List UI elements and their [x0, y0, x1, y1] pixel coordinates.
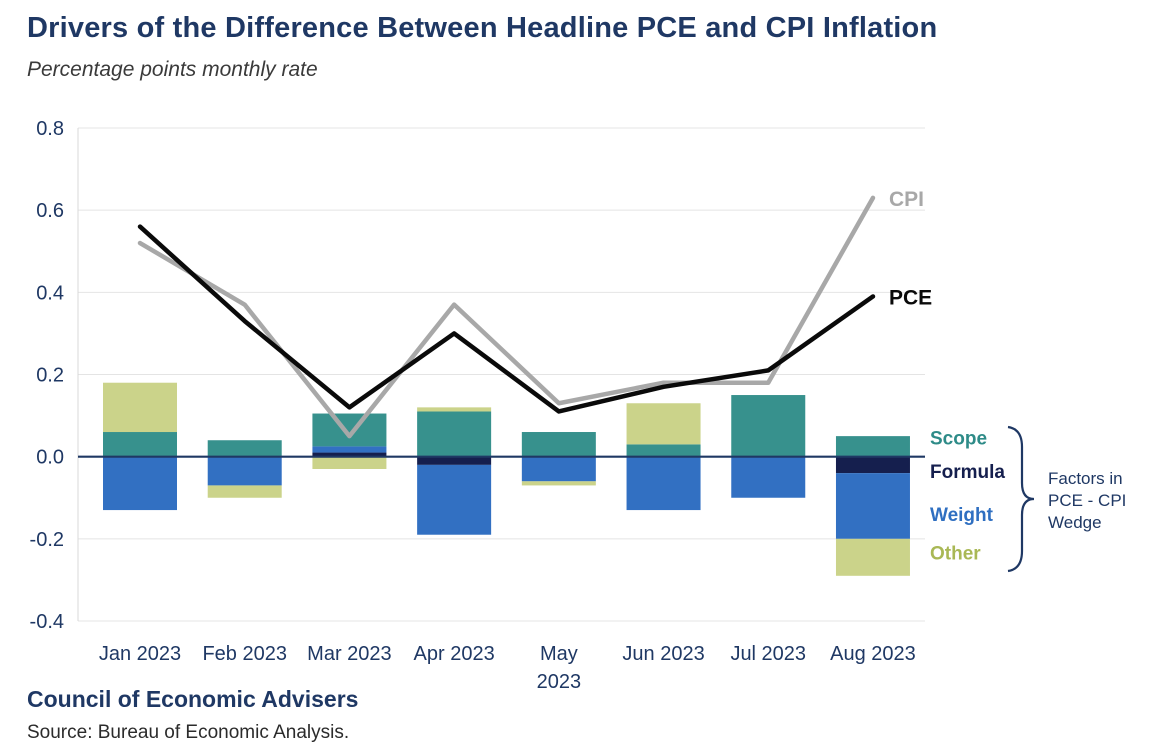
line-label-cpi: CPI	[889, 188, 924, 211]
bar-segment-weight	[207, 456, 282, 486]
x-tick-label: Apr 2023	[414, 643, 495, 665]
bar-segment-other	[521, 481, 596, 486]
x-tick-label: Jan 2023	[99, 643, 181, 665]
x-tick-label: 2023	[537, 671, 582, 693]
x-tick-label: Feb 2023	[202, 643, 287, 665]
bar-segment-weight	[835, 473, 910, 539]
bar-segment-formula	[835, 456, 910, 474]
brace-caption-line: PCE - CPI	[1048, 491, 1126, 510]
bar-segment-scope	[521, 432, 596, 457]
legend-label-scope: Scope	[930, 428, 987, 449]
bar-segment-formula	[417, 456, 492, 465]
y-tick-label: -0.4	[30, 611, 64, 633]
legend-label-weight: Weight	[930, 505, 994, 526]
brace-caption-line: Wedge	[1048, 513, 1102, 532]
pce-line	[137, 224, 876, 414]
x-tick-label: Jun 2023	[622, 643, 704, 665]
chart-subtitle: Percentage points monthly rate	[27, 58, 318, 81]
bar-segment-other	[626, 403, 701, 445]
brace-caption-line: Factors in	[1048, 469, 1123, 488]
bar-segment-scope	[417, 411, 492, 457]
bar-segment-other	[207, 485, 282, 498]
bar-segment-scope	[207, 440, 282, 457]
legend-label-formula: Formula	[930, 462, 1005, 483]
bar-segment-formula	[312, 452, 387, 457]
legend-label-other: Other	[930, 543, 981, 564]
bar-segment-weight	[417, 464, 492, 535]
y-tick-label: 0.4	[36, 282, 64, 304]
x-tick-label: Aug 2023	[830, 643, 916, 665]
source-note: Source: Bureau of Economic Analysis.	[27, 722, 350, 743]
y-tick-label: 0.0	[36, 447, 64, 469]
bar-segment-other	[103, 382, 177, 433]
bar-segment-scope	[626, 444, 701, 457]
bar-segment-scope	[731, 395, 806, 457]
y-tick-label: -0.2	[30, 529, 64, 551]
chart-title: Drivers of the Difference Between Headli…	[27, 12, 938, 44]
bar-segment-scope	[103, 432, 177, 457]
x-tick-label: Jul 2023	[730, 643, 806, 665]
bar-segment-other	[835, 538, 910, 576]
y-tick-label: 0.6	[36, 200, 64, 222]
bar-segment-weight	[312, 446, 387, 453]
bar-segment-weight	[521, 456, 596, 482]
x-tick-label: Mar 2023	[307, 643, 392, 665]
bar-segment-scope	[312, 413, 387, 447]
y-tick-label: 0.2	[36, 365, 64, 387]
bar-segment-weight	[626, 456, 701, 511]
line-label-pce: PCE	[889, 286, 932, 309]
x-tick-label: May	[540, 643, 578, 665]
y-tick-label: 0.8	[36, 118, 64, 140]
brace-icon	[1007, 425, 1035, 573]
cpi-line	[137, 195, 876, 439]
footer-organization: Council of Economic Advisers	[27, 686, 359, 712]
bar-segment-weight	[731, 456, 806, 498]
bar-segment-other	[417, 407, 492, 412]
bar-segment-weight	[103, 456, 177, 511]
bar-segment-other	[312, 456, 387, 469]
bar-segment-scope	[835, 436, 910, 457]
